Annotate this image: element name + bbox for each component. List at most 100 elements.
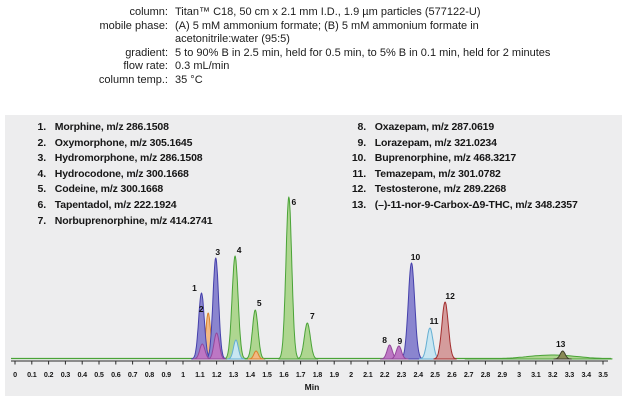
x-axis-title: Min <box>305 382 320 392</box>
x-tick-label: 1.1 <box>195 370 205 379</box>
legend-item: 11. Temazepam, m/z 301.0782 <box>339 167 578 183</box>
legend-item-number: 2. <box>37 136 47 149</box>
legend-item-number: 5. <box>37 183 47 196</box>
condition-value: 5 to 90% B in 2.5 min, held for 0.5 min,… <box>175 46 551 59</box>
condition-label: gradient: <box>125 46 168 59</box>
x-axis: 0 0.1 0.2 0.3 0.4 0.5 0.6 0.7 0.8 0.9 1 1.1 1.2 1.3 1.… <box>11 360 608 392</box>
condition-value: 0.3 mL/min <box>175 60 230 73</box>
peak-label-7: 7 <box>310 311 315 321</box>
peak-label-8: 8 <box>382 335 387 345</box>
legend-item-text: Temazepam, m/z 301.0782 <box>374 167 501 180</box>
legend-item: 12. Testosterone, m/z 289.2268 <box>339 182 578 198</box>
x-tick-label: 0.5 <box>94 370 104 379</box>
peak-magenta-minor <box>207 332 227 360</box>
condition-row: gradient: 5 to 90% B in 2.5 min, held fo… <box>28 47 550 61</box>
peak-13 <box>553 350 572 360</box>
legend-item: 8. Oxazepam, m/z 287.0619 <box>339 120 578 136</box>
legend-item-number: 12. <box>351 183 366 196</box>
x-tick-label: 1.2 <box>212 370 222 379</box>
x-tick-label: 1.8 <box>313 370 323 379</box>
x-tick-label: 3.2 <box>548 370 558 379</box>
legend-item-number: 1. <box>37 121 47 133</box>
legend-item-number: 13. <box>351 198 366 211</box>
legend-item: 1. Morphine, m/z 286.1508 <box>24 120 213 136</box>
peak-label-11: 11 <box>429 316 438 326</box>
peak-orange-minor <box>247 350 265 360</box>
x-tick-label: 2.9 <box>497 370 507 379</box>
x-tick-label: 1 <box>181 370 185 379</box>
legend-left-column: 1. Morphine, m/z 286.1508 2. Oxymorphone… <box>24 120 213 229</box>
condition-row: mobile phase: (A) 5 mM ammonium formate;… <box>28 20 550 47</box>
legend-item-text: (–)-11-nor-9-Carbox-Δ9-THC, m/z 348.2357 <box>374 198 578 211</box>
x-tick-label: 0.4 <box>77 370 87 379</box>
legend-item-number: 10. <box>351 152 366 165</box>
x-tick-label: 1.4 <box>245 370 255 379</box>
x-tick-label: 0.1 <box>27 370 37 379</box>
legend-item: 4. Hydrocodone, m/z 300.1668 <box>24 167 213 183</box>
x-tick-label: 3.4 <box>581 370 591 379</box>
x-tick-label: 0 <box>13 370 17 379</box>
x-tick-label: 0.7 <box>128 370 138 379</box>
peak-label-12: 12 <box>445 291 455 301</box>
chromatogram-panel: 1. Morphine, m/z 286.1508 2. Oxymorphone… <box>5 115 622 396</box>
legend-item-number: 4. <box>37 167 47 180</box>
legend-item-number: 6. <box>37 198 47 211</box>
legend-item-text: Buprenorphine, m/z 468.3217 <box>374 152 517 165</box>
legend-item-text: Norbuprenorphine, m/z 414.2741 <box>54 214 213 227</box>
peak-label-13: 13 <box>556 339 566 349</box>
x-tick-label: 3 <box>517 370 521 379</box>
condition-label: column: <box>129 6 168 18</box>
peak-4 <box>224 255 247 360</box>
legend-item-text: Hydrocodone, m/z 300.1668 <box>54 167 189 180</box>
legend-item: 3. Hydromorphone, m/z 286.1508 <box>24 151 213 167</box>
condition-label: column temp.: <box>98 73 168 86</box>
peak-label-3: 3 <box>215 247 220 257</box>
legend-item-number: 3. <box>37 152 47 165</box>
condition-value: Titan™ C18, 50 cm x 2.1 mm I.D., 1.9 µm … <box>175 6 481 18</box>
x-tick-label: 3.5 <box>598 370 608 379</box>
x-tick-label: 2.4 <box>413 370 423 379</box>
peak-label-1: 1 <box>192 283 197 293</box>
legend-item-text: Tapentadol, m/z 222.1924 <box>54 198 177 211</box>
legend-item-number: 8. <box>357 121 367 133</box>
method-conditions: column: Titan™ C18, 50 cm x 2.1 mm I.D.,… <box>28 6 551 88</box>
x-tick-label: 0.8 <box>145 370 155 379</box>
x-tick-label: 1.6 <box>279 370 289 379</box>
x-tick-label: 2.5 <box>430 370 440 379</box>
x-tick-label: 3.1 <box>531 370 541 379</box>
x-tick-label: 2.8 <box>481 370 491 379</box>
legend-item-text: Oxymorphone, m/z 305.1645 <box>54 136 193 149</box>
peak-label-10: 10 <box>411 252 421 262</box>
legend-item-text: Testosterone, m/z 289.2268 <box>374 183 507 196</box>
condition-row: flow rate: 0.3 mL/min <box>28 60 550 74</box>
peak-cyan-minor <box>227 339 245 360</box>
legend-item: 5. Codeine, m/z 300.1668 <box>24 182 213 198</box>
peak-label-9: 9 <box>398 336 403 346</box>
x-tick-label: 1.5 <box>262 370 272 379</box>
legend-item: 13. (–)-11-nor-9-Carbox-Δ9-THC, m/z 348.… <box>339 198 578 214</box>
legend-item: 2. Oxymorphone, m/z 305.1645 <box>24 136 213 152</box>
x-tick-label: 2.3 <box>397 370 407 379</box>
legend-item-text: Hydromorphone, m/z 286.1508 <box>54 152 203 165</box>
x-tick-label: 0.3 <box>61 370 71 379</box>
x-tick-label: 2.2 <box>380 370 390 379</box>
peaks <box>191 196 613 360</box>
condition-label: mobile phase: <box>99 19 169 32</box>
peak-11 <box>419 327 441 360</box>
x-tick-label: 2.1 <box>363 370 373 379</box>
legend-item: 10. Buprenorphine, m/z 468.3217 <box>339 151 578 167</box>
peak-9 <box>389 345 409 360</box>
condition-label: flow rate: <box>123 60 168 73</box>
legend-item-number: 9. <box>357 136 367 149</box>
legend-item-number: 7. <box>37 214 47 227</box>
peak-3 <box>205 257 227 360</box>
x-tick-label: 1.9 <box>329 370 339 379</box>
peak-7 <box>296 322 319 360</box>
x-tick-label: 0.9 <box>161 370 171 379</box>
peak-label-6: 6 <box>291 197 296 207</box>
peak-10 <box>399 262 424 360</box>
legend-item: 9. Lorazepam, m/z 321.0234 <box>339 136 578 152</box>
x-tick-label: 0.6 <box>111 370 121 379</box>
legend-item-text: Codeine, m/z 300.1668 <box>54 183 164 196</box>
